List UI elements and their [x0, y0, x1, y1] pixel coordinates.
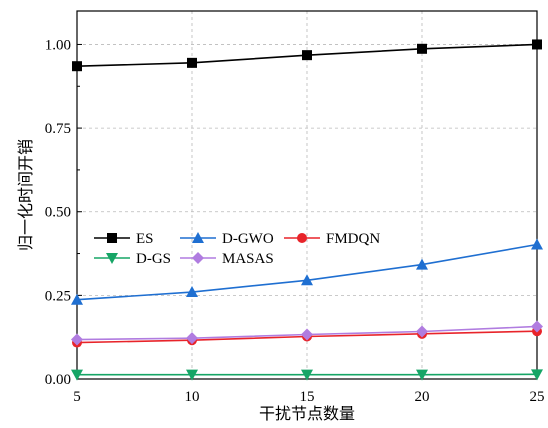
data-point-d-gwo	[301, 274, 313, 286]
legend-marker	[106, 253, 118, 264]
data-point-es	[72, 61, 82, 72]
x-tick-label: 20	[415, 389, 430, 405]
series-masas	[71, 320, 543, 346]
data-point-masas	[71, 333, 83, 346]
series-es	[72, 39, 542, 72]
y-axis-title: 归一化时间开销	[16, 139, 35, 251]
axis-ticks: 5 10 15 20 25 0.00 0.25 0.50 0.75 1.00	[45, 37, 545, 405]
data-point-d-gwo	[531, 238, 543, 250]
y-tick-label: 0.00	[45, 372, 71, 388]
legend-label: MASAS	[222, 251, 274, 267]
data-point-es	[532, 39, 542, 50]
data-point-d-gs	[301, 369, 313, 381]
legend-item-d-gwo: D-GWO	[180, 231, 274, 247]
x-tick-label: 25	[530, 389, 545, 405]
data-point-es	[187, 57, 197, 68]
x-axis-title: 干扰节点数量	[259, 404, 355, 423]
y-tick-label: 0.25	[45, 288, 71, 304]
data-point-d-gs	[71, 369, 83, 381]
data-point-masas	[301, 328, 313, 341]
x-tick-label: 15	[300, 389, 315, 405]
x-tick-label: 5	[73, 389, 81, 405]
data-point-es	[417, 43, 427, 54]
y-tick-label: 0.50	[45, 205, 71, 221]
legend-label: D-GWO	[222, 231, 274, 247]
data-point-d-gs	[186, 369, 198, 381]
legend-marker	[297, 233, 307, 243]
legend-item-fmdqn: FMDQN	[284, 231, 380, 247]
legend-marker	[192, 252, 204, 264]
x-tick-label: 10	[185, 389, 200, 405]
legend-label: FMDQN	[326, 231, 380, 247]
legend-label: ES	[136, 231, 154, 247]
data-point-masas	[531, 320, 543, 333]
legend-label: D-GS	[136, 251, 171, 267]
series-d-gs	[71, 369, 543, 381]
series-d-gwo	[71, 238, 543, 305]
series-layer	[71, 39, 543, 381]
y-tick-label: 0.75	[45, 121, 71, 137]
data-point-masas	[416, 325, 428, 338]
y-tick-label: 1.00	[45, 37, 71, 53]
data-point-masas	[186, 332, 198, 345]
data-point-d-gwo	[416, 258, 428, 270]
legend-item-es: ES	[94, 231, 154, 247]
legend-marker	[107, 233, 117, 243]
legend-item-masas: MASAS	[180, 251, 274, 267]
data-point-es	[302, 50, 312, 61]
legend: ES D-GWO FMDQN D-GS MASAS	[94, 231, 380, 267]
data-point-d-gs	[416, 369, 428, 381]
grid-lines	[77, 11, 537, 379]
data-point-d-gwo	[71, 293, 83, 305]
legend-item-d-gs: D-GS	[94, 251, 171, 267]
data-point-d-gs	[531, 369, 543, 381]
legend-marker	[192, 232, 204, 243]
data-point-d-gwo	[186, 286, 198, 298]
